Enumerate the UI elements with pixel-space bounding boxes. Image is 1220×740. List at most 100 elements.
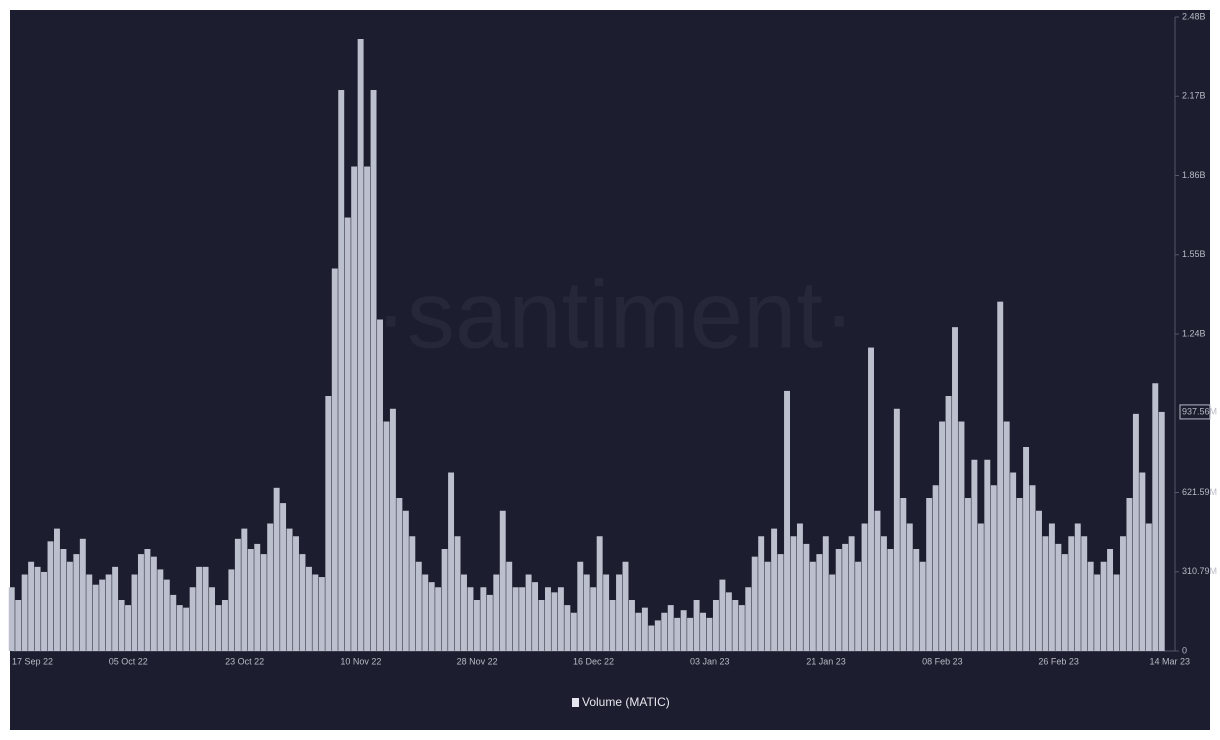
- bar: [402, 510, 409, 651]
- bar: [635, 612, 642, 651]
- bar: [796, 523, 803, 651]
- bar: [538, 600, 545, 651]
- bar: [1126, 498, 1133, 651]
- bar: [467, 587, 474, 651]
- bar: [648, 625, 655, 651]
- bar: [861, 523, 868, 651]
- bar: [163, 579, 170, 651]
- bar: [1113, 574, 1120, 651]
- bar: [596, 536, 603, 651]
- bar: [835, 549, 842, 651]
- bar: [428, 582, 435, 651]
- x-tick-label: 21 Jan 23: [806, 656, 846, 666]
- bar: [196, 566, 203, 651]
- bar: [47, 541, 54, 651]
- legend-label: Volume (MATIC): [582, 695, 670, 709]
- bar: [125, 605, 132, 651]
- x-tick-label: 05 Oct 22: [109, 656, 148, 666]
- bar: [260, 554, 267, 651]
- bar: [1158, 411, 1165, 651]
- bar: [577, 561, 584, 651]
- y-tick-label: 1.24B: [1182, 328, 1206, 338]
- bar: [435, 587, 442, 651]
- bar: [473, 600, 480, 651]
- y-tick-label: 310.79M: [1182, 566, 1217, 576]
- bar: [357, 39, 364, 652]
- bar: [415, 561, 422, 651]
- bar: [641, 607, 648, 651]
- x-tick-label: 17 Sep 22: [12, 656, 53, 666]
- bar: [1048, 523, 1055, 651]
- x-tick-label: 16 Dec 22: [573, 656, 614, 666]
- bar: [525, 574, 532, 651]
- bar: [318, 577, 325, 651]
- bar: [512, 587, 519, 651]
- bar: [887, 549, 894, 651]
- bar: [66, 561, 73, 651]
- bar: [1010, 472, 1017, 651]
- bar: [667, 605, 674, 651]
- x-tick-label: 26 Feb 23: [1038, 656, 1079, 666]
- bar: [932, 485, 939, 651]
- bar: [880, 536, 887, 651]
- bar: [86, 574, 93, 651]
- bar: [331, 268, 338, 651]
- bar: [1081, 536, 1088, 651]
- bar: [1139, 472, 1146, 651]
- bar: [1042, 536, 1049, 651]
- bar: [299, 554, 306, 651]
- bar: [1152, 383, 1159, 651]
- bar: [777, 554, 784, 651]
- bar: [868, 347, 874, 651]
- bar: [1029, 485, 1036, 651]
- bar: [383, 421, 390, 651]
- legend-swatch: [572, 698, 579, 707]
- bar: [1094, 574, 1101, 651]
- bar: [732, 600, 739, 651]
- bar: [21, 574, 28, 651]
- bar: [344, 217, 351, 651]
- bar: [454, 536, 461, 651]
- bar: [570, 612, 577, 651]
- bar: [751, 556, 758, 651]
- bar: [99, 579, 106, 651]
- bar: [790, 536, 797, 651]
- bar: [92, 584, 99, 651]
- x-tick-label: 28 Nov 22: [457, 656, 498, 666]
- bar: [848, 536, 855, 651]
- bar: [913, 549, 920, 651]
- bar: [28, 561, 35, 651]
- bar: [1016, 498, 1023, 651]
- bar: [228, 569, 235, 651]
- bar: [803, 543, 810, 651]
- bar: [273, 487, 280, 651]
- bar: [1145, 523, 1152, 651]
- bar: [202, 566, 209, 651]
- bar: [738, 605, 745, 651]
- bar: [241, 528, 248, 651]
- bar: [506, 561, 513, 651]
- bar: [984, 459, 991, 651]
- bar: [234, 538, 241, 651]
- bar: [364, 166, 371, 652]
- x-tick-label: 10 Nov 22: [340, 656, 381, 666]
- bar: [254, 543, 261, 651]
- x-tick-label: 14 Mar 23: [1149, 656, 1190, 666]
- bar: [267, 523, 274, 651]
- bar: [189, 587, 196, 651]
- bar: [758, 536, 765, 651]
- bar: [906, 523, 913, 651]
- bar: [590, 587, 597, 651]
- bar: [926, 498, 933, 651]
- bar: [674, 617, 681, 651]
- bar: [409, 536, 416, 651]
- bar: [687, 617, 694, 651]
- bar: [112, 566, 119, 651]
- x-tick-label: 23 Oct 22: [225, 656, 264, 666]
- bar: [247, 549, 254, 651]
- bar: [221, 600, 228, 651]
- bar: [822, 536, 829, 651]
- bar: [15, 600, 22, 651]
- bar: [654, 620, 661, 651]
- y-tick-label: 1.86B: [1182, 170, 1206, 180]
